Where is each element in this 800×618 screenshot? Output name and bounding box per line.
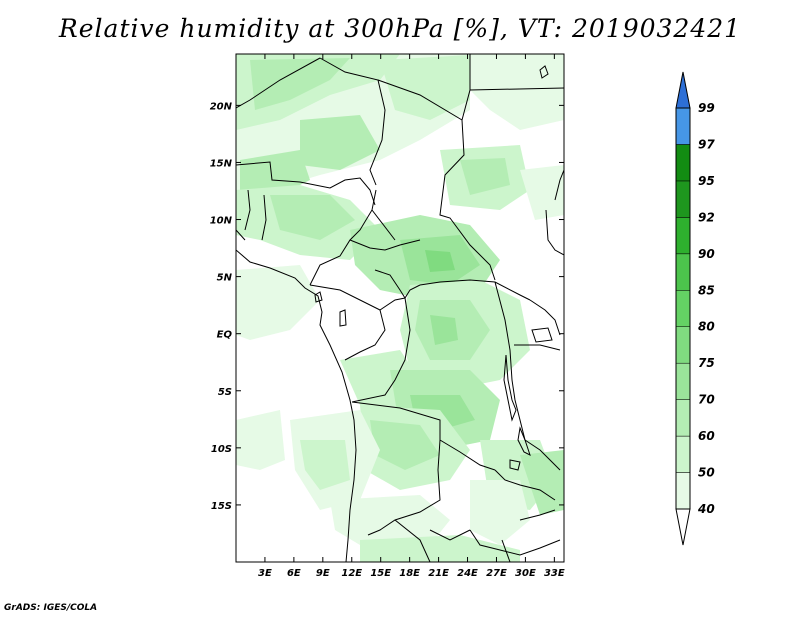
colorbar-label: 60 (698, 429, 715, 443)
map-frame (235, 53, 565, 563)
colorbar-box (675, 472, 691, 510)
colorbar-box (675, 217, 691, 255)
y-tick-label: 5S (218, 387, 232, 398)
colorbar-box (675, 180, 691, 218)
x-tick-label: 33E (544, 568, 565, 579)
x-tick-label: 3E (258, 568, 272, 579)
colorbar-label: 70 (698, 393, 715, 407)
colorbar-lower-triangle (675, 508, 691, 546)
humidity-shading (236, 54, 564, 562)
colorbar-label: 75 (698, 356, 715, 370)
x-tick-label: 6E (287, 568, 301, 579)
colorbar-label: 95 (698, 174, 715, 188)
colorbar-label: 85 (698, 283, 715, 297)
y-tick-label: 15S (211, 501, 232, 512)
x-tick-label: 9E (316, 568, 330, 579)
x-tick-label: 21E (428, 568, 449, 579)
colorbar-label: 92 (698, 210, 715, 224)
x-tick-label: 18E (399, 568, 420, 579)
x-tick-label: 27E (486, 568, 507, 579)
x-tick-label: 30E (515, 568, 536, 579)
y-tick-label: 15N (210, 158, 233, 169)
colorbar-label: 40 (697, 502, 715, 516)
x-tick-label: 12E (341, 568, 362, 579)
colorbar-box (675, 144, 691, 182)
y-tick-label: EQ (217, 330, 233, 341)
colorbar-label: 90 (698, 247, 715, 261)
y-tick-label: 5N (217, 273, 233, 284)
colorbar-label: 97 (698, 137, 715, 151)
y-axis: 20N 15N 10N 5N EQ 5S 10S 15S (210, 101, 564, 512)
y-tick-label: 10N (210, 216, 233, 227)
country-boundaries (236, 54, 564, 562)
colorbar-outline (675, 107, 691, 510)
colorbar: 40 50 60 70 75 80 85 90 92 95 97 99 (675, 71, 715, 546)
colorbar-box (675, 290, 691, 327)
x-tick-label: 24E (457, 568, 478, 579)
colorbar-label: 99 (698, 101, 715, 115)
colorbar-box (675, 253, 691, 291)
y-tick-label: 10S (211, 444, 232, 455)
colorbar-box (675, 399, 691, 437)
colorbar-upper-triangle (675, 71, 691, 109)
colorbar-box (675, 435, 691, 473)
colorbar-box (675, 326, 691, 364)
x-tick-label: 15E (370, 568, 391, 579)
colorbar-box (675, 107, 691, 145)
y-tick-label: 20N (210, 101, 233, 112)
colorbar-label: 50 (698, 466, 715, 480)
x-axis: 3E 6E 9E 12E 15E 18E 21E 24E 27E 30E 33E (258, 54, 565, 579)
colorbar-box (675, 362, 691, 400)
colorbar-label: 80 (698, 320, 715, 334)
grads-credit: GrADS: IGES/COLA (4, 603, 98, 613)
map-title: Relative humidity at 300hPa [%], VT: 201… (58, 14, 742, 43)
